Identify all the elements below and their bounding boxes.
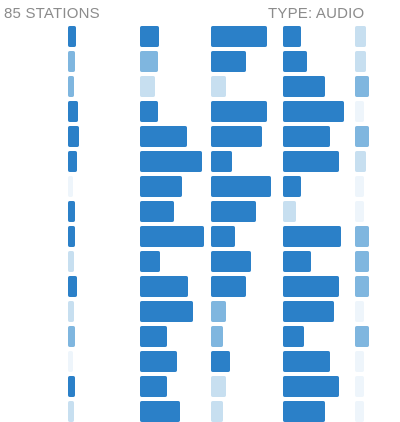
station-bar[interactable] [355,251,369,272]
station-bar[interactable] [68,251,74,272]
station-bar[interactable] [283,101,344,122]
station-bar[interactable] [211,351,230,372]
station-bar[interactable] [68,401,74,422]
station-bar[interactable] [211,151,232,172]
station-bar[interactable] [355,401,364,422]
station-bar[interactable] [68,26,76,47]
station-bar[interactable] [211,101,267,122]
type-filter-label[interactable]: TYPE: AUDIO [268,5,365,22]
station-bar[interactable] [355,76,369,97]
station-bar[interactable] [283,401,325,422]
station-bar[interactable] [68,326,75,347]
station-bar[interactable] [211,26,267,47]
station-bar-grid [68,26,369,422]
station-bar[interactable] [68,351,73,372]
station-bar[interactable] [355,301,364,322]
station-bar[interactable] [355,276,369,297]
station-bar[interactable] [283,326,304,347]
station-bar[interactable] [211,201,256,222]
station-bar[interactable] [283,126,330,147]
station-bar[interactable] [68,176,73,197]
station-bar[interactable] [68,126,79,147]
station-bar[interactable] [283,226,341,247]
station-bar[interactable] [211,401,223,422]
station-bar[interactable] [355,101,364,122]
station-bar[interactable] [355,376,364,397]
station-bar[interactable] [283,376,339,397]
station-count-label: 85 STATIONS [4,5,100,22]
station-bar[interactable] [140,76,155,97]
station-bar[interactable] [355,351,364,372]
station-bar[interactable] [355,126,369,147]
station-bar[interactable] [140,101,158,122]
station-bar[interactable] [140,301,193,322]
station-bar[interactable] [355,176,364,197]
station-bar[interactable] [140,351,177,372]
station-bar[interactable] [140,26,159,47]
station-bar[interactable] [140,251,160,272]
station-bar[interactable] [140,201,174,222]
station-bar[interactable] [283,351,330,372]
station-bar[interactable] [355,51,366,72]
station-bar[interactable] [140,151,202,172]
station-bar[interactable] [211,51,246,72]
station-bar[interactable] [283,151,339,172]
station-bar[interactable] [140,176,182,197]
station-bar[interactable] [140,226,204,247]
station-bar[interactable] [211,301,226,322]
station-bar[interactable] [211,176,271,197]
station-bar[interactable] [283,76,325,97]
station-bar[interactable] [68,201,75,222]
station-bar[interactable] [211,251,251,272]
station-bar[interactable] [140,126,187,147]
station-bar[interactable] [140,376,167,397]
station-bar[interactable] [140,51,158,72]
station-bar[interactable] [68,76,74,97]
station-bar[interactable] [283,251,311,272]
station-bar[interactable] [283,176,301,197]
station-bar[interactable] [355,151,366,172]
station-bar[interactable] [140,326,167,347]
station-bar[interactable] [68,151,77,172]
station-bar[interactable] [68,226,75,247]
station-bar[interactable] [283,301,334,322]
station-bar[interactable] [68,101,78,122]
station-bar[interactable] [68,51,75,72]
station-bar[interactable] [355,201,364,222]
station-bar[interactable] [211,376,226,397]
station-bar[interactable] [140,401,180,422]
station-bar[interactable] [283,201,296,222]
station-bar[interactable] [68,301,74,322]
station-bar[interactable] [283,51,307,72]
station-bar[interactable] [211,76,226,97]
station-bar[interactable] [211,226,235,247]
station-bar[interactable] [355,226,369,247]
station-bar[interactable] [211,126,262,147]
station-bar[interactable] [355,26,366,47]
station-bar[interactable] [283,26,301,47]
station-bar[interactable] [140,276,188,297]
station-bar[interactable] [211,326,223,347]
station-bar[interactable] [283,276,339,297]
station-bar[interactable] [68,276,77,297]
station-bar[interactable] [211,276,246,297]
station-bar[interactable] [68,376,75,397]
station-bar[interactable] [355,326,369,347]
